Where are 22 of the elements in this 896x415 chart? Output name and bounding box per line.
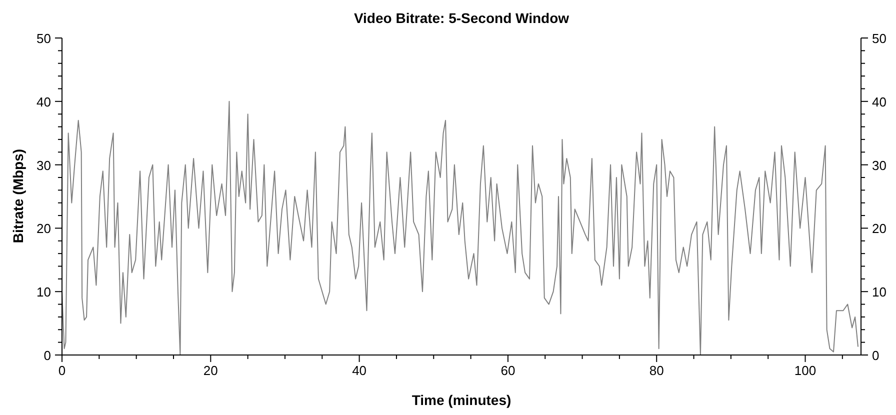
y-tick-label: 10 [36,284,51,300]
x-tick-label: 80 [649,363,664,378]
chart-title: Video Bitrate: 5-Second Window [352,10,570,26]
y2-tick-label: 30 [872,158,886,173]
x-tick-label: 40 [352,363,367,378]
y-tick-label: 40 [36,94,51,110]
y2-tick-label: 10 [872,284,886,300]
y-tick-label: 30 [36,158,51,173]
y2-tick-label: 40 [872,94,886,110]
x-tick-label: 20 [203,363,218,378]
y2-tick-label: 0 [872,348,880,363]
y-axis-title: Bitrate (Mbps) [10,148,26,246]
x-tick-label: 100 [794,363,816,378]
y-tick-label: 50 [36,31,51,46]
x-axis-title: Time (minutes) [410,392,512,408]
x-tick-label: 60 [500,363,516,378]
y2-tick-label: 50 [872,31,886,46]
y2-tick-label: 20 [872,221,886,236]
line-series [62,100,859,355]
y-tick-label: 20 [36,221,51,236]
y-tick-label: 0 [44,348,51,363]
x-tick-label: 0 [58,363,66,378]
